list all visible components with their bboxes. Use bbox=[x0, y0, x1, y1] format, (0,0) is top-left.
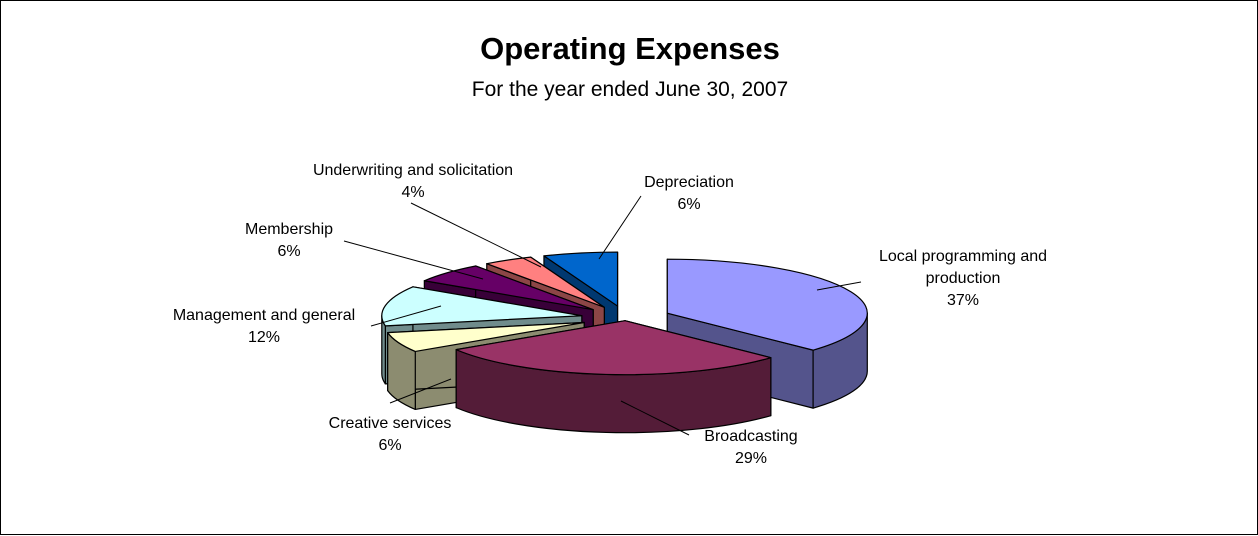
pie-slice-top bbox=[381, 286, 583, 327]
slice-label: Management and general 12% bbox=[173, 307, 355, 346]
chart-title: Operating Expenses bbox=[480, 31, 780, 66]
pie-slice-top bbox=[543, 251, 619, 307]
pie-slice-0 bbox=[666, 258, 868, 409]
pie-slice-top bbox=[387, 321, 585, 353]
leader-line bbox=[410, 202, 542, 268]
slice-label: Membership 6% bbox=[245, 221, 333, 260]
chart-subtitle: For the year ended June 30, 2007 bbox=[472, 78, 788, 101]
pie-slice-top bbox=[423, 265, 594, 311]
slice-label: Depreciation 6% bbox=[644, 174, 734, 213]
leader-line bbox=[816, 281, 862, 291]
pie-slice-top bbox=[455, 320, 772, 376]
leader-line bbox=[620, 400, 690, 436]
leader-line bbox=[370, 305, 442, 327]
leader-line bbox=[598, 195, 642, 260]
slice-label: Underwriting and solicitation 4% bbox=[313, 162, 513, 201]
leader-line bbox=[343, 240, 484, 280]
slice-label: Broadcasting 29% bbox=[704, 428, 797, 467]
pie-slice-top bbox=[486, 256, 605, 308]
pie-slice-top bbox=[666, 258, 868, 351]
pie-slice-1 bbox=[455, 320, 772, 434]
slice-label: Creative services 6% bbox=[329, 415, 452, 454]
leader-line bbox=[389, 378, 452, 404]
slice-label: Local programming and production 37% bbox=[879, 248, 1047, 309]
